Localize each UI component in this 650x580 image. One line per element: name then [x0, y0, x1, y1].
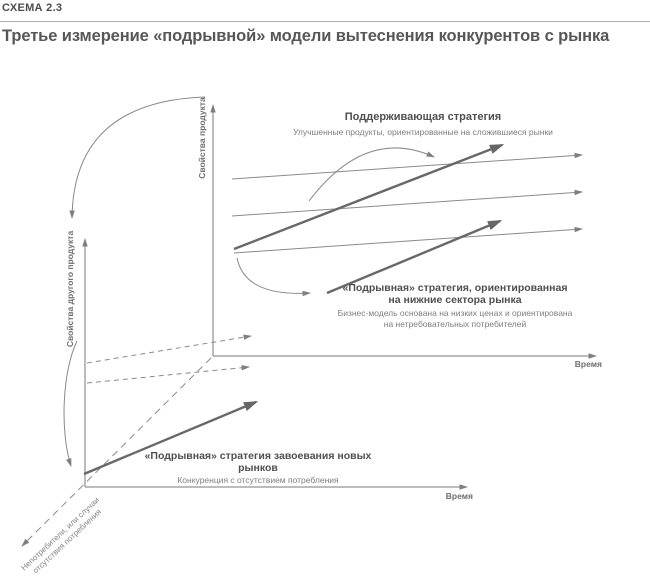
header-divider	[0, 21, 650, 22]
low-end-disruption-arrow	[326, 219, 503, 295]
new-market-subtitle: Конкуренция с отсутствием потребления	[177, 475, 339, 485]
back-x-axis-label: Время	[574, 359, 602, 369]
low-end-title-line2: на нижние сектора рынка	[388, 294, 522, 306]
axis-mapping-curve	[69, 96, 206, 219]
figure-label: СХЕМА 2.3	[2, 2, 63, 14]
market-trajectory-line-1	[231, 152, 583, 180]
third-dimension-axis	[21, 357, 212, 547]
sustaining-improvement-arc	[308, 147, 435, 202]
low-end-title-line1: «Подрывная» стратегия, ориентированная	[342, 282, 568, 294]
low-end-strategy-note: «Подрывная» стратегия, ориентированная н…	[330, 282, 580, 330]
sustaining-strategy-subtitle: Улучшенные продукты, ориентированные на …	[293, 127, 553, 137]
sustaining-strategy-arrow	[233, 143, 505, 251]
low-end-subtitle-line2: на нетребовательных потребителей	[383, 319, 527, 329]
front-dashed-trajectory-1	[86, 334, 252, 364]
new-market-disruption-arrow	[83, 400, 259, 476]
new-plane-origin-curve	[63, 340, 78, 467]
front-dashed-trajectory-2	[86, 365, 250, 384]
market-trajectory-line-2	[231, 189, 583, 217]
sustaining-strategy-note: Поддерживающая стратегия	[297, 111, 549, 123]
figure-title: Третье измерение «подрывной» модели выте…	[2, 27, 610, 45]
market-trajectory-line-3	[233, 226, 583, 254]
low-end-entry-arc	[236, 257, 311, 297]
new-market-strategy-note: «Подрывная» стратегия завоевания новых р…	[128, 450, 388, 486]
front-y-axis-label: Свойства другого продукта	[65, 230, 75, 348]
back-y-axis-label: Свойства продукта	[197, 97, 207, 179]
sustaining-strategy-title: Поддерживающая стратегия	[344, 111, 502, 123]
front-x-axis-label: Время	[445, 491, 473, 501]
sustaining-strategy-subnote: Улучшенные продукты, ориентированные на …	[277, 127, 569, 138]
low-end-subtitle-line1: Бизнес-модель основана на низких ценах и…	[337, 308, 573, 318]
new-market-title: «Подрывная» стратегия завоевания новых р…	[144, 450, 372, 474]
